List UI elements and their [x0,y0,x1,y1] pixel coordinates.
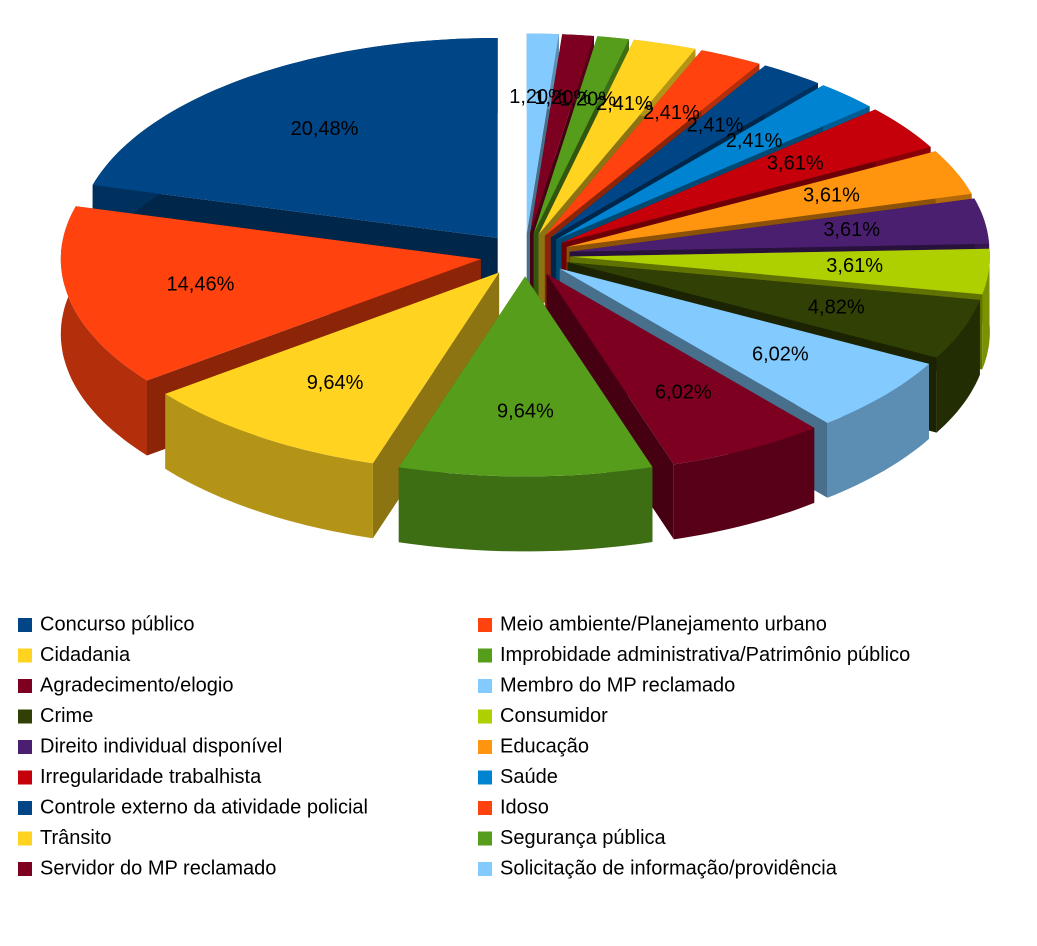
slice [92,38,498,238]
slice-side [165,393,373,539]
legend-label: Direito individual disponível [40,735,282,757]
data-label: 2,41% [687,114,744,136]
legend-swatch [18,770,32,785]
slice [567,262,980,358]
legend-swatch [478,679,492,693]
slice [538,39,696,235]
slice [559,268,929,423]
data-label: 1,20% [559,89,616,111]
slice-side [982,248,990,370]
data-label: 1,20% [509,86,566,108]
legend-swatch [18,709,32,724]
legend-swatch [18,679,32,693]
slice [398,276,653,477]
legend-label: Educação [500,735,589,757]
legend-label: Solicitação de informação/providência [500,857,838,879]
legend-swatch [18,618,32,632]
legend-swatch [478,801,492,815]
legend-label: Segurança pública [500,827,667,849]
legend-label: Idoso [500,796,549,818]
data-label: 1,20% [534,87,591,109]
legend-swatch [478,709,492,724]
slice [569,198,990,252]
legend-label: Meio ambiente/Planejamento urbano [500,613,827,635]
legend-swatch [478,740,492,754]
data-label: 3,61% [803,184,860,206]
slice-side [936,300,980,433]
legend-swatch [18,648,32,663]
legend-label: Servidor do MP reclamado [40,857,276,879]
data-label: 3,61% [826,255,883,277]
data-label: 9,64% [497,401,554,423]
data-label: 3,61% [767,153,824,175]
legend-label: Controle externo da atividade policial [40,796,368,818]
legend-label: Consumidor [500,705,608,727]
slice [526,33,559,234]
slice [566,151,972,247]
data-label: 2,41% [726,130,783,152]
legend-swatch [478,648,492,663]
slice [561,109,931,243]
legend-label: Trânsito [40,827,112,849]
data-label: 6,02% [752,343,809,365]
data-label: 9,64% [307,372,364,394]
slice-side [827,363,929,498]
slice [533,36,629,234]
legend-label: Improbidade administrativa/Patrimônio pú… [500,644,910,666]
legend-swatch [18,740,32,754]
data-label: 3,61% [823,219,880,241]
legend-label: Membro do MP reclamado [500,674,735,696]
slice [60,206,481,381]
legend-swatch [478,831,492,846]
legend-label: Saúde [500,766,558,788]
legend-label: Concurso público [40,613,195,635]
legend-swatch [478,618,492,632]
slice-side [567,262,980,375]
data-label: 6,02% [655,381,712,403]
legend-swatch [18,862,32,876]
legend-label: Crime [40,705,93,727]
slice [556,85,870,240]
slice-side [398,467,653,552]
legend-label: Agradecimento/elogio [40,674,233,696]
legend-label: Irregularidade trabalhista [40,766,262,788]
legend-swatch [18,801,32,815]
slice [569,248,990,295]
legend-label: Cidadania [40,644,131,666]
slice [165,272,500,464]
slice [544,50,760,236]
slice [546,273,815,465]
data-label: 2,41% [643,102,700,124]
data-label: 4,82% [808,296,865,318]
legend-swatch [478,770,492,785]
slice-side [673,427,815,540]
slice-side [60,206,147,456]
data-label: 20,48% [291,118,359,140]
slice [550,65,818,238]
data-label: 14,46% [167,273,235,295]
slice [530,34,594,234]
legend-swatch [478,862,492,876]
legend-swatch [18,831,32,846]
data-label: 2,41% [596,93,653,115]
